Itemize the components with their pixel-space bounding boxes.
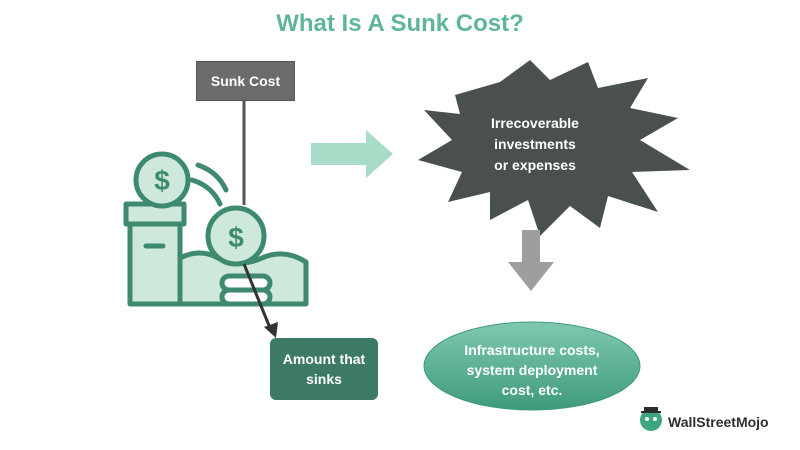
brand-name: WallStreetMojo: [668, 414, 769, 430]
sunk-cost-label: Sunk Cost: [210, 73, 281, 89]
examples-text: Infrastructure costs, system deployment …: [432, 340, 632, 400]
irrecoverable-line1: Irrecoverable: [491, 115, 579, 131]
starburst-shape: [418, 60, 690, 236]
irrecoverable-text: Irrecoverable investments or expenses: [450, 113, 620, 176]
amount-that-sinks-box: Amount that sinks: [270, 338, 378, 400]
wallstreetmojo-logo-icon: [640, 407, 662, 431]
examples-line1: Infrastructure costs,: [464, 342, 600, 358]
sinking-coins-icon: [123, 151, 309, 307]
examples-line2: system deployment: [466, 362, 598, 378]
examples-line3: cost, etc.: [501, 382, 563, 398]
sink-arrow-head: [264, 322, 278, 338]
coin-symbol-center: $: [228, 222, 244, 253]
down-arrow: [508, 230, 554, 291]
amount-label-line2: sinks: [306, 371, 342, 387]
irrecoverable-line3: or expenses: [494, 157, 576, 173]
examples-ellipse: [423, 321, 641, 411]
amount-label-line1: Amount that: [282, 351, 366, 367]
irrecoverable-line2: investments: [494, 136, 576, 152]
sunk-cost-box: Sunk Cost: [196, 61, 295, 101]
right-arrow: [311, 130, 393, 178]
brand: WallStreetMojo: [664, 407, 769, 437]
sink-arrow-line: [242, 263, 272, 329]
coin-symbol-left: $: [154, 165, 170, 196]
page-title: What Is A Sunk Cost?: [276, 10, 524, 37]
